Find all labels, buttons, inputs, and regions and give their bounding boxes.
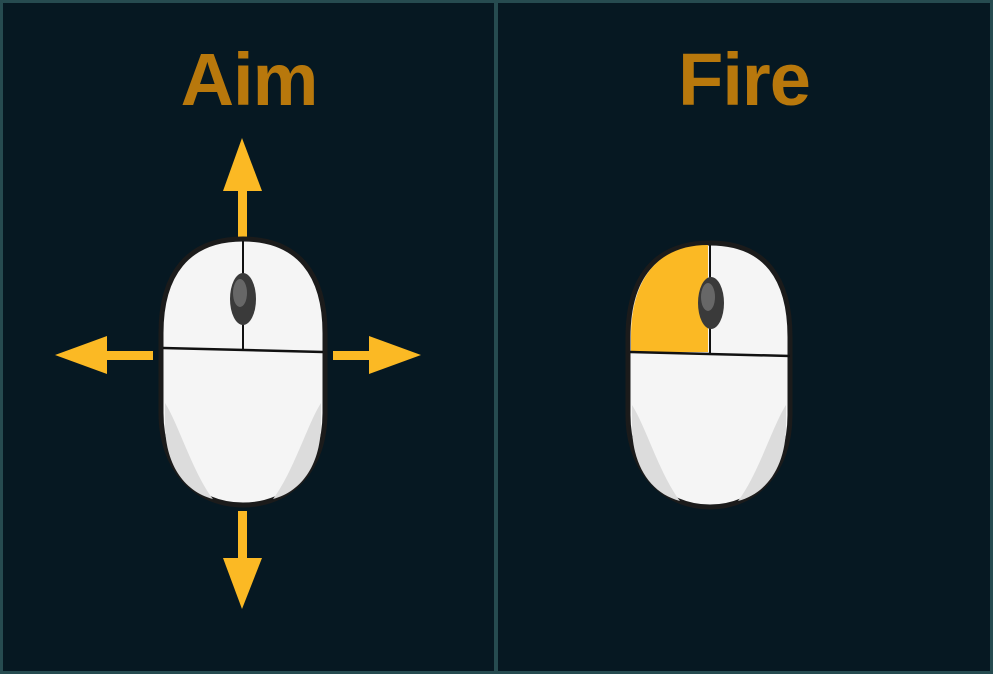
arrow-left-icon [55, 336, 153, 374]
aim-arrows [55, 138, 421, 609]
mouse-icon [158, 236, 328, 508]
fire-illustration [625, 240, 793, 510]
arrow-up-icon [223, 138, 262, 237]
aim-title: Aim [180, 38, 319, 121]
aim-panel: Aim [3, 3, 495, 671]
panel-divider [494, 0, 498, 674]
fire-title: Fire [678, 38, 811, 121]
arrow-down-icon [223, 511, 262, 609]
fire-panel: Fire [498, 3, 990, 671]
mouse-left-click-icon [625, 240, 793, 510]
aim-illustration [55, 138, 421, 609]
arrow-right-icon [333, 336, 421, 374]
left-button-highlight [631, 245, 708, 352]
